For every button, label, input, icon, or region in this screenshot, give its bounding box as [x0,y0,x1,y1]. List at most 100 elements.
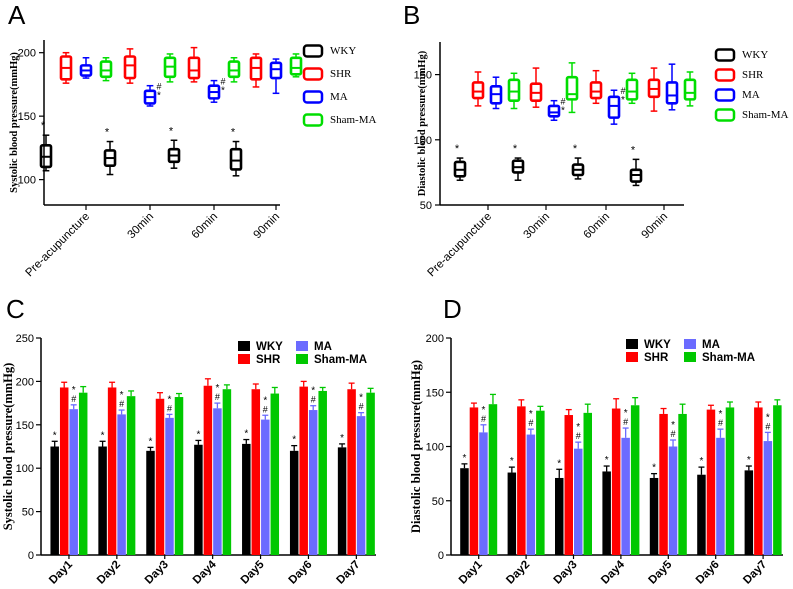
legend-label-ma: MA [330,91,348,103]
significance-mark: * [244,429,248,440]
significance-mark: * [624,408,628,419]
legend-label-shr: SHR [256,354,281,366]
bar-shr-day1 [59,387,69,555]
significance-mark: * [652,463,656,474]
bar-wky-day4 [602,471,611,555]
bar-shr-day7 [347,389,356,555]
legend-swatch-shr [302,67,324,81]
significance-mark: * [215,383,219,394]
significance-mark: * [573,143,578,155]
bar-wky-day4 [194,444,203,555]
box-ma-1: #* [547,97,566,121]
box-iqr [547,104,561,118]
legend-label-sham-ma: Sham-MA [742,109,789,121]
legend-swatch-ma [302,90,324,104]
bar-sham-ma-day3 [583,412,592,555]
bar-sham-ma-day4 [630,405,640,555]
significance-mark: # [220,77,225,87]
box-iqr [227,60,241,79]
bar-wky-day1 [50,446,59,555]
box-iqr [99,60,113,79]
bar-ma-day3 [165,417,174,555]
legend-swatch-wky [714,48,736,62]
significance-mark: # [311,395,316,405]
significance-mark: * [557,458,561,469]
box-shr-3 [249,53,263,88]
significance-mark: * [510,456,514,467]
legend-swatch-sham-ma [302,113,324,127]
bar-shr-day5 [659,413,668,555]
x-tick-label: 60min [581,211,612,242]
box-ma-1: #* [143,82,162,107]
bar-ma-day6 [716,437,725,555]
legend-label-shr: SHR [644,352,669,364]
significance-mark: * [292,435,296,446]
x-tick-label: Day6 [287,559,315,587]
box-sham-ma-1 [565,62,579,114]
y-tick-label: 200 [426,333,444,345]
box-iqr [607,95,621,119]
significance-mark: * [169,125,174,137]
box-sham-ma-2 [227,57,241,83]
significance-mark: # [718,418,723,428]
bar-ma-day7 [763,441,773,555]
significance-mark: * [221,86,225,97]
bar-wky-day3 [555,477,564,555]
bar-shr-day2 [107,387,117,555]
significance-mark: * [149,436,153,447]
x-tick-label: Day6 [694,559,722,587]
significance-mark: # [71,394,76,404]
y-tick-label: 100 [16,463,34,475]
box-wky-2: * [571,143,585,180]
significance-mark: # [620,86,625,96]
x-tick-label: 90min [639,211,670,242]
bar-ma-day2 [526,434,536,555]
legend-swatch-wky [238,341,250,351]
x-tick-label: Day5 [239,558,267,586]
bar-sham-ma-day6 [725,407,735,555]
y-tick-label: 200 [18,48,36,60]
significance-mark: * [157,91,161,102]
legend-swatch-shr [714,68,736,82]
x-tick-label: Day1 [457,558,485,586]
legend-swatch-shr [238,354,250,364]
bar-sham-ma-day7 [366,392,375,555]
bar-sham-ma-day5 [270,393,280,555]
box-sham-ma-3 [289,53,303,78]
box-iqr [625,78,639,101]
significance-mark: * [41,120,46,132]
box-iqr [289,56,303,76]
bar-wky-day5 [242,443,251,555]
bar-ma-day1 [479,432,488,555]
significance-mark: * [101,430,105,441]
box-iqr [507,78,521,102]
significance-mark: * [263,395,267,406]
significance-mark: # [156,82,161,92]
bar-shr-day1 [469,407,479,555]
significance-mark: # [671,429,676,439]
y-tick-label: 100 [414,135,432,147]
significance-mark: # [576,431,581,441]
legend-swatch-ma [714,88,736,102]
bar-shr-day5 [251,389,261,555]
significance-mark: * [529,409,533,420]
x-tick-label: Day3 [143,559,171,587]
box-ma-2: #* [607,86,626,125]
significance-mark: * [168,394,172,405]
x-tick-label: 30min [521,211,552,242]
box-shr-2 [589,69,603,105]
box-shr-0 [471,71,485,107]
significance-mark: # [215,392,220,402]
legend-label-shr: SHR [330,68,352,80]
bar-wky-day6 [289,450,299,555]
legend-swatch-shr [626,352,638,362]
x-tick-label: Day1 [47,558,75,586]
significance-mark: * [747,455,751,466]
bar-shr-day6 [299,386,308,555]
legend-label-shr: SHR [742,69,764,81]
box-sham-ma-2 [625,72,639,105]
y-axis-title: Systolic blood pressure(mmHg) [1,363,15,531]
x-tick-label: Day7 [741,559,769,587]
